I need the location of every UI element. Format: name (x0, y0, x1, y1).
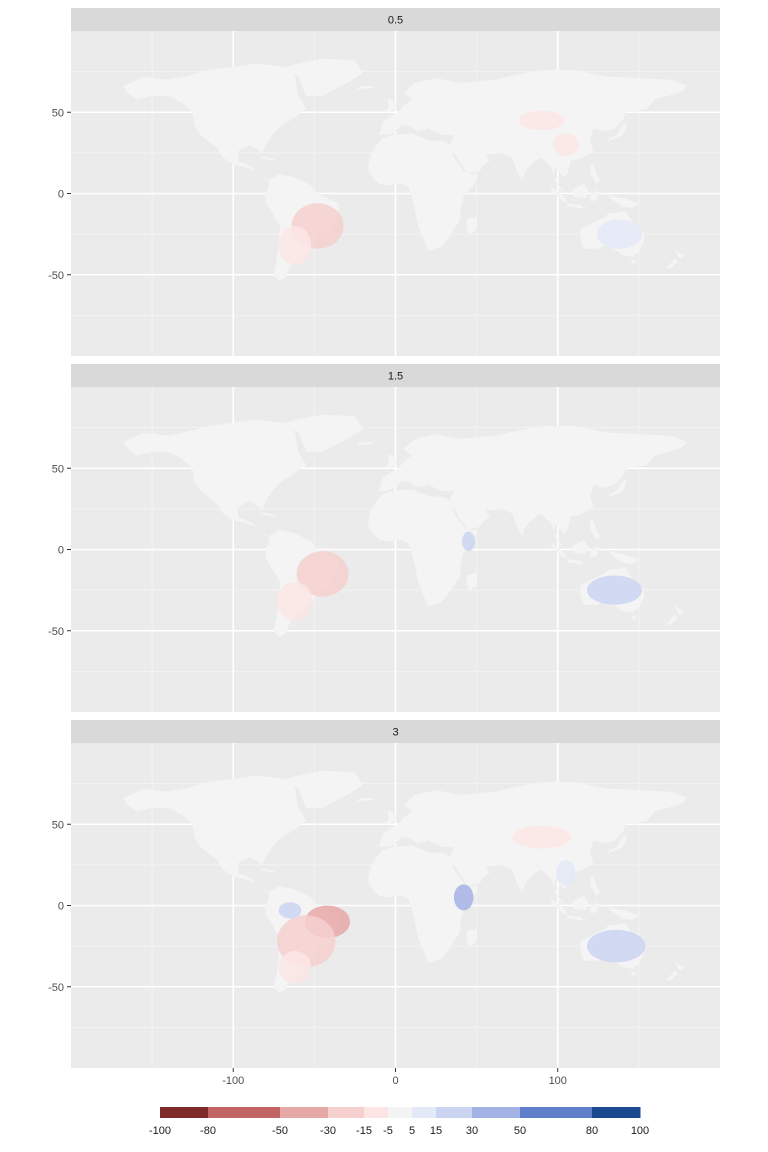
legend-swatch (520, 1107, 593, 1118)
y-tick-label: 50 (52, 819, 64, 831)
heat-cell (518, 110, 565, 131)
legend-label: -5 (383, 1125, 393, 1137)
legend: -100 -80 -50 -30 -15 -5 5 15 30 50 80 100 (149, 1107, 649, 1137)
facet-strip (71, 8, 720, 31)
legend-swatch (364, 1107, 389, 1118)
facet-strip (71, 364, 720, 387)
y-tick-label: 0 (58, 189, 64, 201)
facet-panel: 0.5 50 0 -50 (48, 8, 720, 356)
y-tick-label: 0 (58, 545, 64, 557)
heat-cell (278, 902, 302, 919)
x-tick-label: 100 (549, 1075, 567, 1087)
facet-panel: 3 50 0 -50 (48, 720, 720, 1068)
legend-swatch (592, 1107, 641, 1118)
legend-label: 15 (430, 1125, 442, 1137)
y-tick-label: -50 (48, 982, 64, 994)
heat-cell (586, 575, 643, 605)
legend-swatch (160, 1107, 209, 1118)
facet-label: 1.5 (388, 371, 403, 383)
x-axis: -100 0 100 (222, 1068, 567, 1087)
x-tick-label: 0 (392, 1075, 398, 1087)
panels-layer: 0.5 50 0 -50 1.5 50 0 -50 3 50 0 -50 (48, 8, 720, 1068)
legend-swatch (472, 1107, 521, 1118)
y-tick-label: 50 (52, 463, 64, 475)
x-tick-label: -100 (222, 1075, 244, 1087)
legend-label: -100 (149, 1125, 171, 1137)
legend-label: -15 (356, 1125, 372, 1137)
legend-label: 50 (514, 1125, 526, 1137)
legend-swatch (328, 1107, 365, 1118)
legend-label: -50 (272, 1125, 288, 1137)
heat-cell (278, 951, 312, 984)
heat-cell (552, 133, 579, 157)
heat-cell (596, 219, 643, 249)
legend-swatch (208, 1107, 281, 1118)
legend-label: 5 (409, 1125, 415, 1137)
y-tick-label: -50 (48, 626, 64, 638)
heat-cell (278, 226, 312, 265)
y-tick-label: -50 (48, 270, 64, 282)
legend-label: 80 (586, 1125, 598, 1137)
legend-label: -30 (320, 1125, 336, 1137)
legend-label: -80 (200, 1125, 216, 1137)
legend-swatch (412, 1107, 437, 1118)
heat-cell (277, 582, 313, 621)
heat-cell (296, 551, 349, 597)
heat-cell (556, 860, 576, 886)
legend-swatch (280, 1107, 329, 1118)
legend-swatch (436, 1107, 473, 1118)
facet-strip (71, 720, 720, 743)
facet-label: 3 (392, 727, 398, 739)
legend-label: 30 (466, 1125, 478, 1137)
heat-cell (462, 531, 476, 552)
heat-cell (586, 929, 646, 963)
facet-panel: 1.5 50 0 -50 (48, 364, 720, 712)
y-tick-label: 0 (58, 901, 64, 913)
facet-label: 0.5 (388, 15, 403, 27)
y-tick-label: 50 (52, 107, 64, 119)
heat-cell (453, 884, 474, 911)
legend-label: 100 (631, 1125, 649, 1137)
heat-cell (512, 825, 571, 849)
legend-swatch (388, 1107, 413, 1118)
